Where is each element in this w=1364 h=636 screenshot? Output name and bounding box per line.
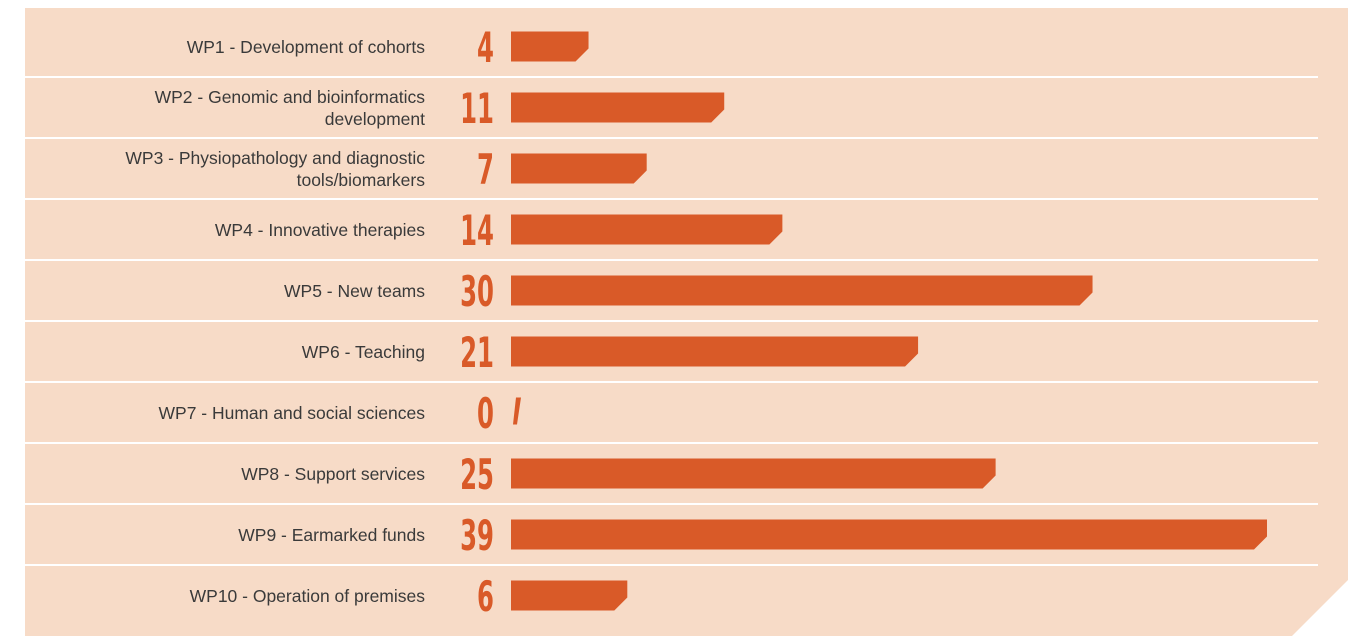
category-label: WP2 - Genomic and bioinformatics develop…: [154, 86, 425, 129]
value-label: 0: [477, 390, 494, 439]
value-label: 7: [477, 146, 494, 195]
bar: [511, 214, 783, 245]
category-label: WP6 - Teaching: [301, 341, 425, 362]
bar: [511, 336, 919, 367]
category-label: WP5 - New teams: [284, 280, 425, 301]
category-label: WP3 - Physiopathology and diagnostic too…: [125, 147, 425, 190]
bar: [511, 153, 647, 184]
bar: [511, 31, 589, 62]
value-label: 30: [460, 268, 494, 317]
bar: [511, 519, 1267, 550]
value-label: 39: [460, 512, 494, 561]
category-label: WP7 - Human and social sciences: [158, 402, 426, 423]
category-label: WP4 - Innovative therapies: [214, 219, 425, 240]
category-label: WP1 - Development of cohorts: [186, 36, 425, 57]
category-label: WP8 - Support services: [241, 463, 425, 484]
category-label: WP9 - Earmarked funds: [238, 524, 425, 545]
value-label: 21: [460, 329, 494, 378]
bar: [511, 275, 1093, 306]
value-label: 14: [460, 207, 494, 256]
value-label: 11: [460, 85, 494, 134]
bar: [511, 580, 628, 611]
value-label: 4: [477, 24, 494, 73]
bar: [511, 458, 996, 489]
category-label: WP10 - Operation of premises: [189, 585, 425, 606]
value-label: 6: [477, 573, 494, 622]
bar: [513, 397, 521, 425]
value-label: 25: [460, 451, 494, 500]
bar: [511, 92, 725, 123]
